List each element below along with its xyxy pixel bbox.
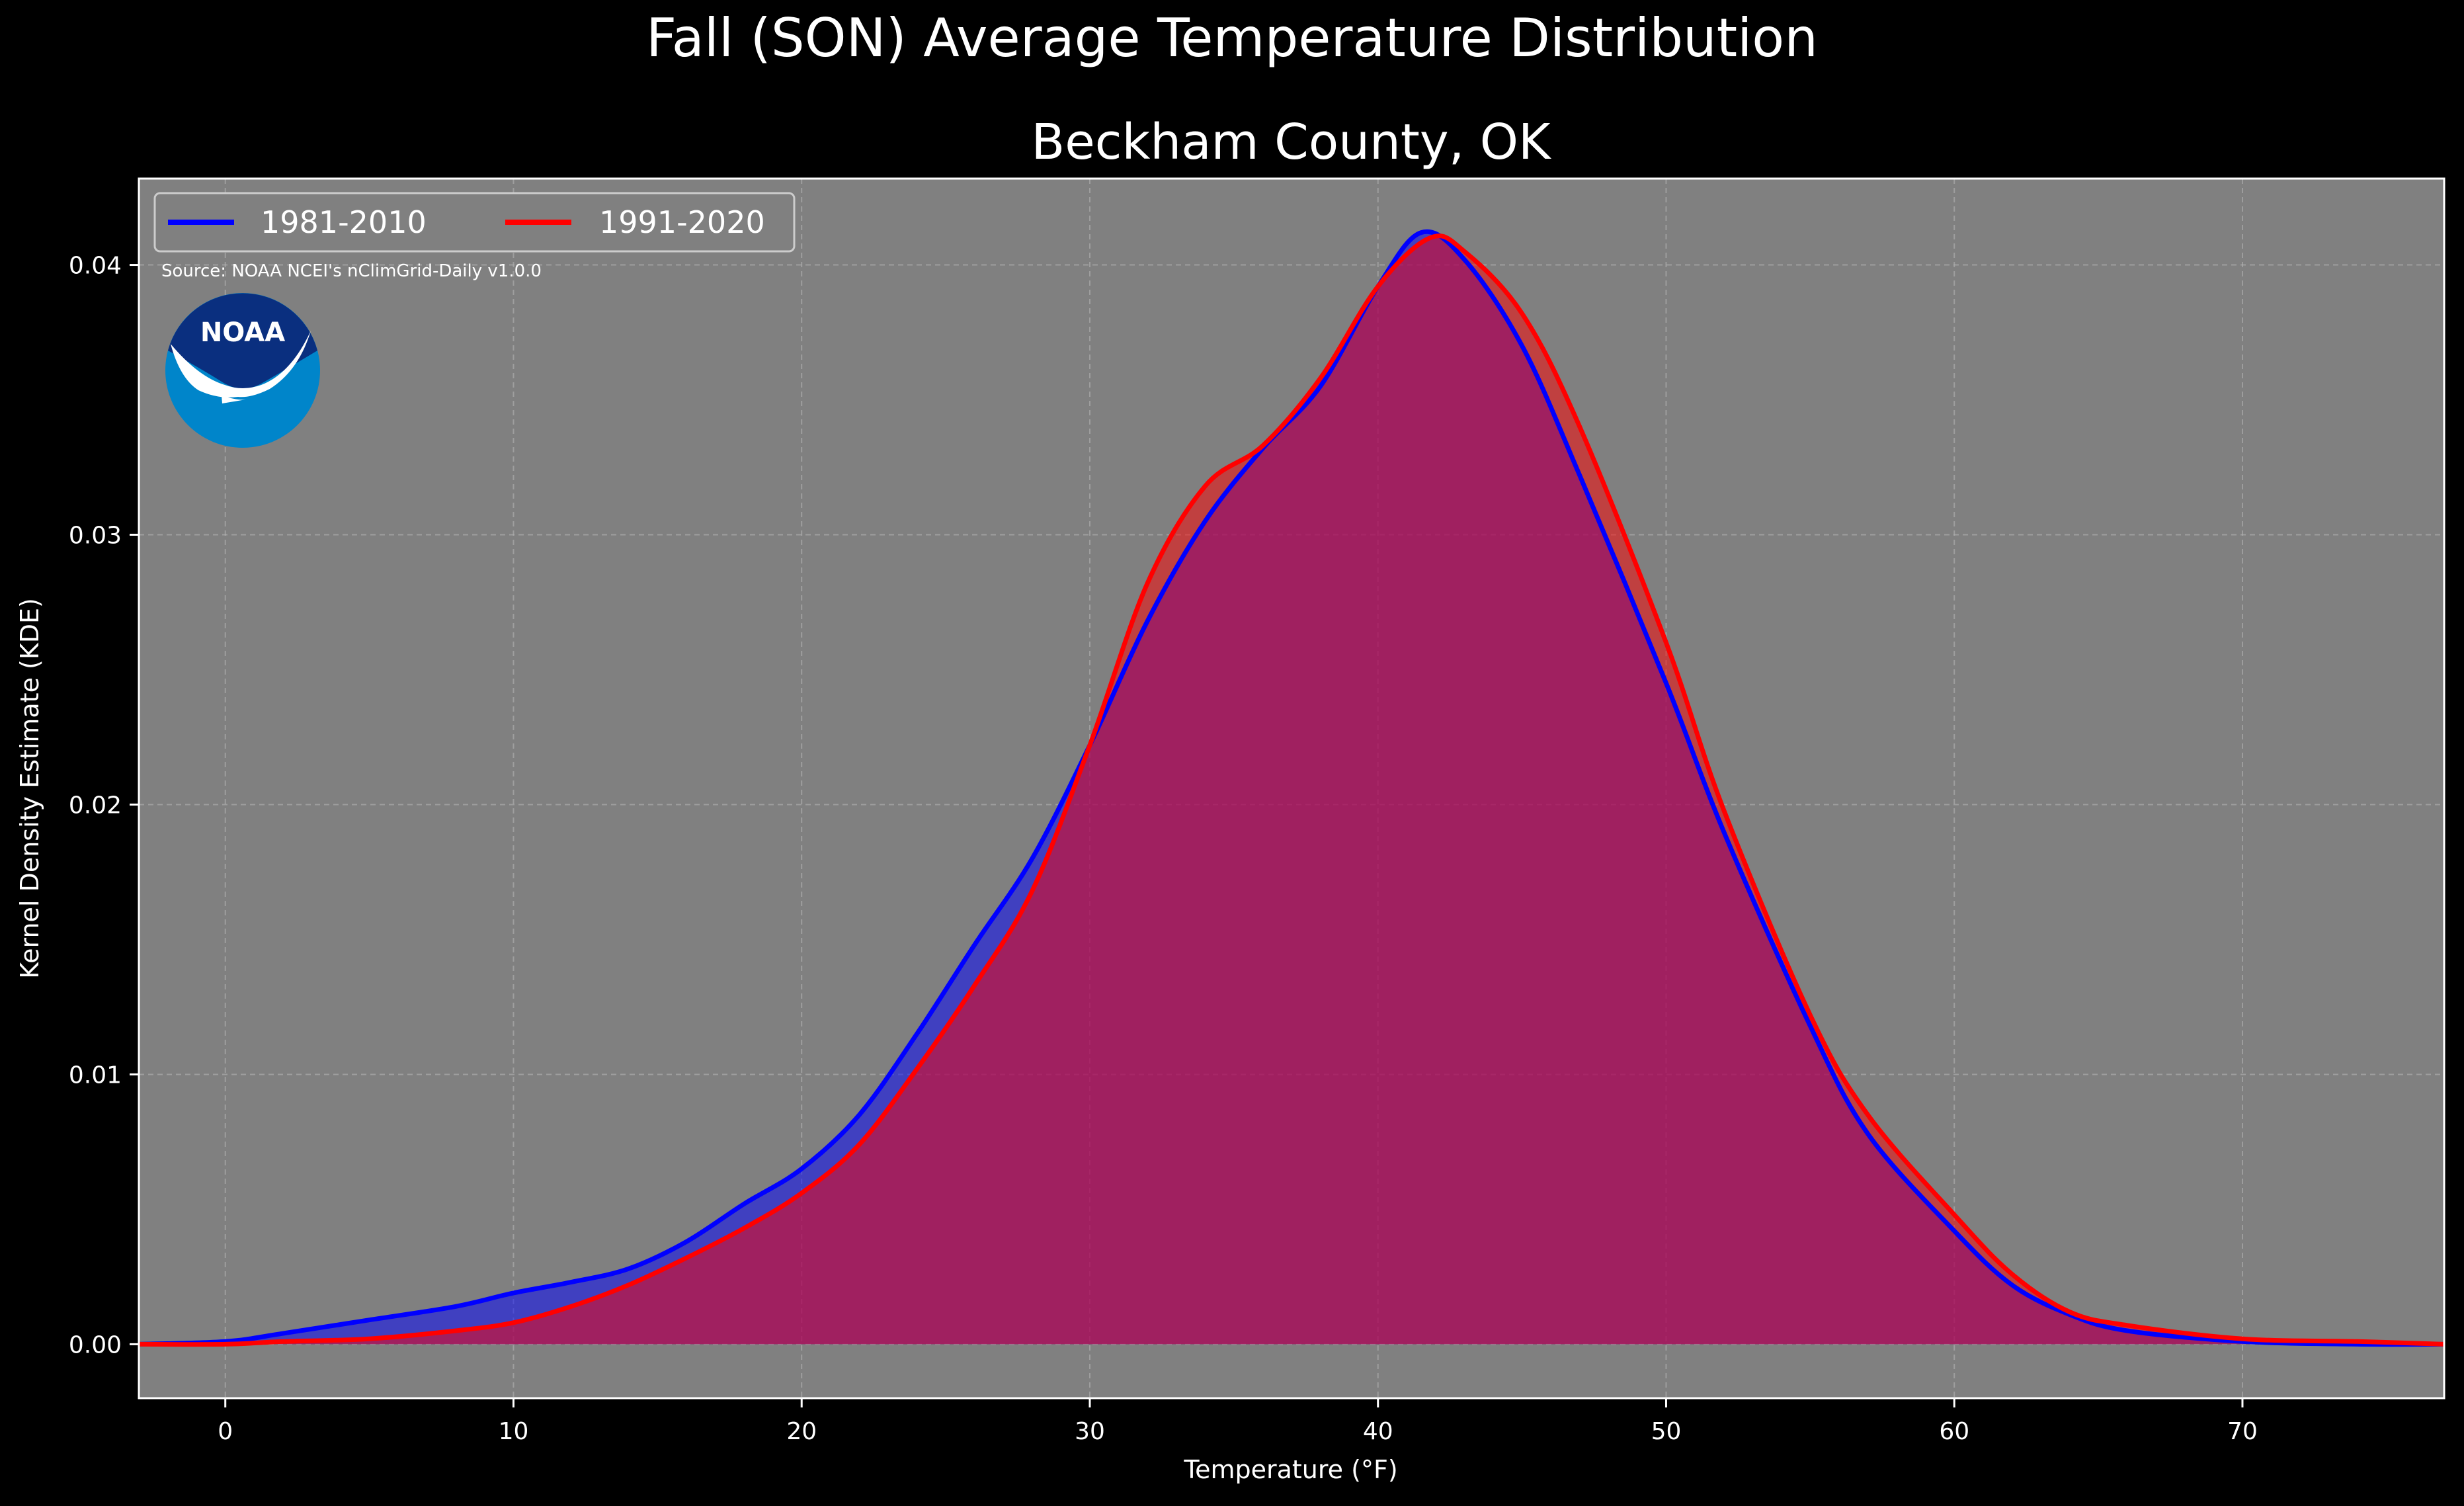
- x-tick-label: 40: [1363, 1418, 1393, 1445]
- noaa-logo: NOAA: [165, 293, 320, 448]
- x-tick-label: 10: [499, 1418, 529, 1445]
- noaa-logo-top-band: [168, 293, 317, 389]
- axis-ticks: 0 10 20 30 40 50 60 70 0.00 0.01 0.02 0.03 0.04: [69, 253, 2258, 1445]
- x-tick-label: 20: [786, 1418, 817, 1445]
- legend-label-1991-2020: 1991-2020: [599, 204, 765, 240]
- legend-label-1981-2010: 1981-2010: [261, 204, 427, 240]
- plot-frame: [138, 177, 2445, 1400]
- legend: 1981-2010 1991-2020: [153, 192, 796, 253]
- y-tick-label: 0.04: [69, 253, 122, 280]
- legend-box: [153, 192, 796, 253]
- x-tick-label: 50: [1651, 1418, 1682, 1445]
- figure-suptitle: Fall (SON) Average Temperature Distribut…: [646, 7, 1818, 69]
- x-tick-label: 70: [2227, 1418, 2258, 1445]
- y-axis-label: Kernel Density Estimate (KDE): [15, 598, 44, 979]
- y-tick-label: 0.02: [69, 792, 122, 819]
- noaa-logo-bird-icon: [171, 331, 311, 403]
- series-fill-1991-2020: [139, 235, 2444, 1345]
- y-tick-label: 0.00: [69, 1331, 122, 1359]
- x-axis-label: Temperature (°F): [1183, 1455, 1397, 1484]
- x-tick-label: 60: [1939, 1418, 1969, 1445]
- y-tick-label: 0.03: [69, 523, 122, 550]
- x-tick-label: 0: [218, 1418, 233, 1445]
- series-line-1991-2020: [138, 233, 2445, 1347]
- noaa-logo-text: NOAA: [200, 317, 285, 348]
- series-layer: [138, 229, 2445, 1347]
- x-tick-label: 30: [1075, 1418, 1105, 1445]
- source-note: Source: NOAA NCEI's nClimGrid-Daily v1.0…: [161, 261, 542, 281]
- chart-title: Beckham County, OK: [1031, 114, 1552, 171]
- y-tick-label: 0.01: [69, 1062, 122, 1089]
